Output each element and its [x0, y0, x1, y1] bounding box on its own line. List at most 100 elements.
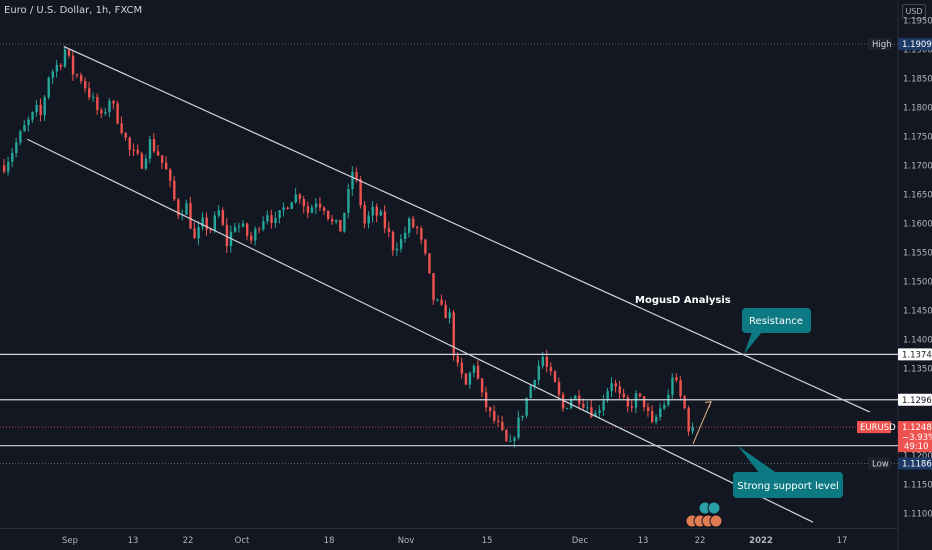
- candle-body-84: [343, 212, 346, 232]
- candle-body-169: [687, 408, 690, 432]
- y-tick-label-17: 1.11000: [903, 509, 932, 519]
- candle-body-75: [306, 206, 310, 213]
- candle-body-50: [205, 217, 208, 230]
- candle-body-17: [71, 55, 75, 75]
- candle-body-15: [63, 49, 67, 67]
- candle-body-65: [266, 215, 269, 222]
- candle-body-94: [383, 211, 387, 229]
- candle-body-138: [561, 394, 565, 409]
- candle-body-24: [100, 110, 103, 114]
- candle-body-51: [209, 229, 212, 231]
- candle-body-108: [440, 299, 443, 305]
- projection-arrow-line: [692, 401, 712, 445]
- last-change-text: −3.93%: [902, 433, 932, 443]
- candle-body-111: [452, 312, 455, 356]
- candle-body-115: [468, 372, 472, 385]
- projection-arrowhead: [704, 400, 712, 408]
- candle-body-118: [480, 378, 484, 393]
- high-value-text: 1.19090: [902, 40, 932, 50]
- resistance-label: Resistance: [749, 316, 803, 327]
- level-tag-0-box: [898, 348, 932, 361]
- level-tag-1-box: [898, 393, 932, 406]
- candle-body-61: [250, 235, 253, 241]
- time-axis[interactable]: Sep 13 22 Oct 18 Nov 15 Dec 13 22 2022 17: [62, 536, 847, 546]
- candle-body-161: [655, 416, 658, 422]
- candle-body-139: [565, 408, 569, 410]
- candle-body-55: [225, 224, 229, 247]
- candle-body-48: [197, 227, 200, 239]
- candle-body-99: [403, 232, 407, 240]
- y-tick-label-7: 1.16000: [903, 219, 932, 229]
- x-tick-label-11: 17: [837, 536, 848, 546]
- candle-body-49: [201, 217, 204, 228]
- candle-body-81: [331, 218, 334, 222]
- candle-body-43: [177, 199, 180, 216]
- candle-body-4: [19, 131, 22, 143]
- resistance-bubble: [742, 308, 811, 333]
- candle-body-134: [545, 356, 549, 367]
- candle-body-30: [124, 133, 127, 138]
- candle-body-93: [379, 211, 383, 216]
- candle-body-71: [290, 202, 293, 209]
- candle-body-57: [233, 227, 237, 232]
- y-tick-label-9: 1.15000: [903, 277, 932, 287]
- candle-body-10: [43, 97, 46, 116]
- candle-body-72: [294, 194, 297, 203]
- candle-body-87: [355, 171, 358, 179]
- candle-body-149: [606, 391, 609, 401]
- candle-body-105: [428, 253, 431, 274]
- candle-body-98: [399, 239, 403, 249]
- candle-body-114: [464, 373, 468, 385]
- candle-body-89: [363, 205, 366, 224]
- candle-body-83: [339, 219, 342, 232]
- candle-body-130: [529, 386, 532, 399]
- y-tick-label-2: 1.18500: [903, 74, 932, 84]
- overlays: [0, 43, 898, 523]
- candle-body-113: [460, 362, 464, 374]
- candle-body-37: [152, 139, 156, 152]
- support-bubble: [733, 472, 843, 498]
- candle-body-109: [444, 304, 447, 319]
- candle-body-23: [96, 96, 99, 111]
- y-tick-label-0: 1.19500: [903, 16, 932, 26]
- level-tag-1-text: 1.12960: [902, 396, 932, 406]
- candle-body-32: [132, 149, 135, 151]
- candle-body-82: [335, 219, 338, 222]
- y-tick-label-8: 1.15500: [903, 248, 932, 258]
- candle-body-33: [136, 149, 140, 154]
- candle-body-76: [310, 207, 314, 213]
- candle-body-145: [590, 407, 593, 417]
- candle-body-69: [282, 207, 285, 211]
- candle-body-63: [258, 228, 261, 230]
- channel-line-1: [27, 138, 814, 523]
- candle-body-14: [59, 65, 63, 67]
- price-axis[interactable]: 1.19500 1.19000 1.18500 1.18000 1.17500 1.170…: [857, 16, 932, 519]
- candle-body-91: [371, 206, 374, 216]
- candle-body-59: [241, 223, 245, 227]
- candle-body-112: [456, 355, 459, 363]
- candle-body-80: [327, 210, 330, 219]
- high-name-box: [868, 38, 891, 51]
- candle-body-117: [476, 365, 480, 379]
- candle-body-165: [671, 377, 674, 395]
- annotations: MogusD Analysis Resistance Strong support …: [635, 295, 843, 528]
- candle-body-92: [375, 206, 378, 216]
- candle-body-147: [598, 410, 601, 414]
- candle-body-90: [367, 215, 370, 224]
- candle-body-13: [55, 65, 59, 72]
- candle-body-28: [116, 103, 119, 124]
- currency-button[interactable]: USD: [902, 4, 926, 19]
- symbol-tag-box: [857, 421, 891, 434]
- x-tick-label-4: 18: [324, 536, 335, 546]
- candle-body-35: [144, 158, 148, 169]
- x-tick-label-10: 2022: [749, 536, 773, 546]
- candle-body-40: [165, 162, 168, 170]
- candle-body-102: [416, 227, 419, 229]
- candle-body-159: [646, 407, 650, 411]
- candle-body-162: [659, 408, 662, 417]
- candle-body-128: [521, 415, 524, 418]
- candle-body-124: [505, 429, 508, 442]
- candle-body-41: [169, 169, 172, 181]
- candle-body-88: [359, 178, 362, 206]
